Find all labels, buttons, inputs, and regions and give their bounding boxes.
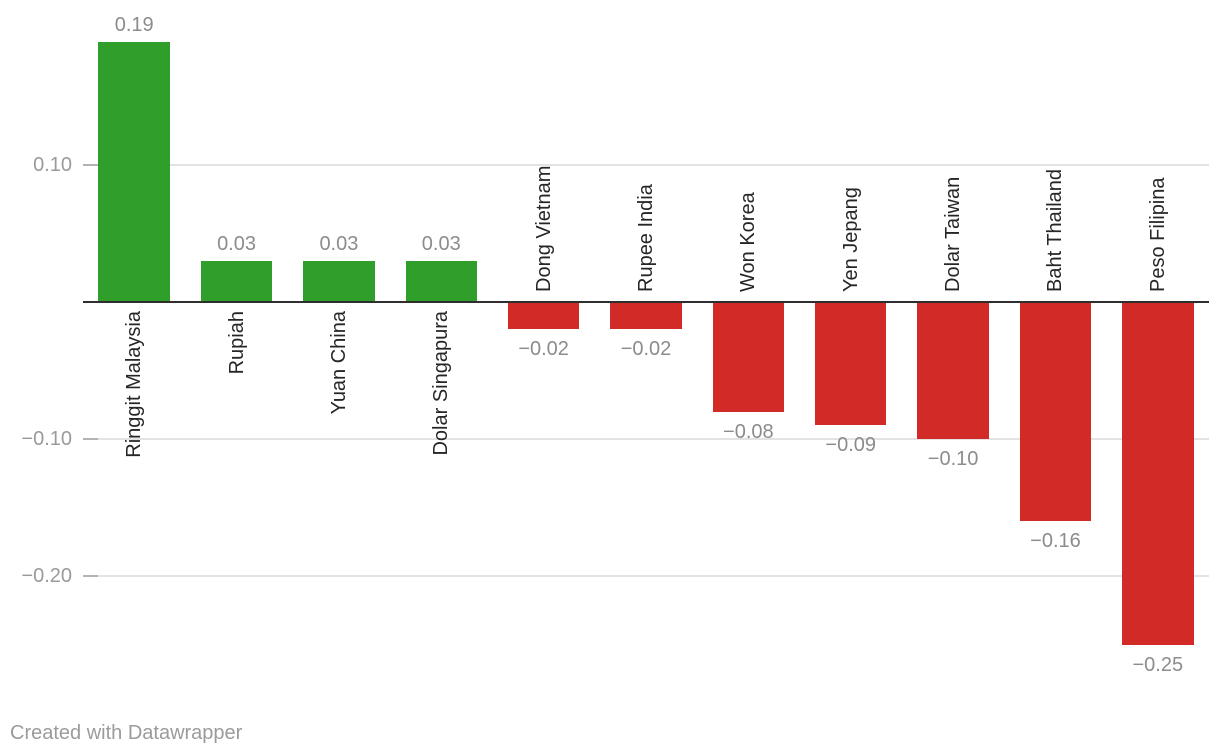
category-label: Won Korea	[737, 192, 760, 292]
datawrapper-credit-link[interactable]: Created with Datawrapper	[10, 722, 243, 744]
bar-value-label: 0.03	[421, 232, 461, 255]
bar-won-korea	[712, 302, 785, 412]
gridline	[83, 438, 1209, 440]
category-label: Dolar Singapura	[430, 311, 453, 456]
bar-yuan-china	[303, 260, 375, 302]
category-label: Ringgit Malaysia	[123, 311, 146, 458]
bar-value-label: −0.10	[927, 448, 979, 470]
bar-dolar-singapura	[405, 260, 478, 302]
bar-rupee-india	[610, 302, 682, 330]
category-label: Rupee India	[635, 184, 657, 292]
bar-value-label: 0.03	[217, 232, 256, 255]
bar-value-label: −0.02	[518, 338, 569, 361]
gridline	[83, 164, 1209, 166]
bar-ringgit-malaysia	[98, 41, 170, 302]
bar-value-label: 0.03	[319, 232, 359, 255]
bar-value-label: 0.19	[114, 13, 154, 36]
zero-axis-line	[83, 300, 1209, 304]
bar-baht-thailand	[1019, 302, 1092, 522]
bar-dolar-taiwan	[917, 302, 989, 439]
bar-rupiah	[200, 260, 273, 302]
y-axis-tick-label: −0.20	[21, 565, 72, 587]
gridline	[83, 575, 1209, 577]
bar-value-label: −0.08	[723, 420, 774, 443]
category-label: Peso Filipina	[1146, 177, 1169, 292]
category-label: Yuan China	[327, 311, 350, 415]
bar-value-label: −0.02	[620, 338, 672, 361]
y-axis-tick	[83, 438, 98, 440]
y-axis-tick	[83, 575, 98, 577]
category-label: Yen Jepang	[839, 187, 862, 292]
category-label: Dolar Taiwan	[942, 176, 965, 292]
bar-dong-vietnam	[507, 302, 580, 330]
category-label: Rupiah	[225, 311, 248, 375]
category-label: Dong Vietnam	[532, 165, 555, 292]
y-axis-tick-label: 0.10	[33, 154, 72, 176]
bar-value-label: −0.16	[1030, 530, 1081, 553]
bar-peso-filipina	[1122, 302, 1194, 645]
bar-value-label: −0.09	[825, 434, 877, 457]
y-axis-tick	[83, 164, 98, 166]
y-axis-tick-label: −0.10	[21, 428, 72, 450]
category-label: Baht Thailand	[1044, 168, 1067, 292]
bar-yen-jepang	[814, 302, 887, 426]
bar-value-label: −0.25	[1132, 653, 1184, 676]
